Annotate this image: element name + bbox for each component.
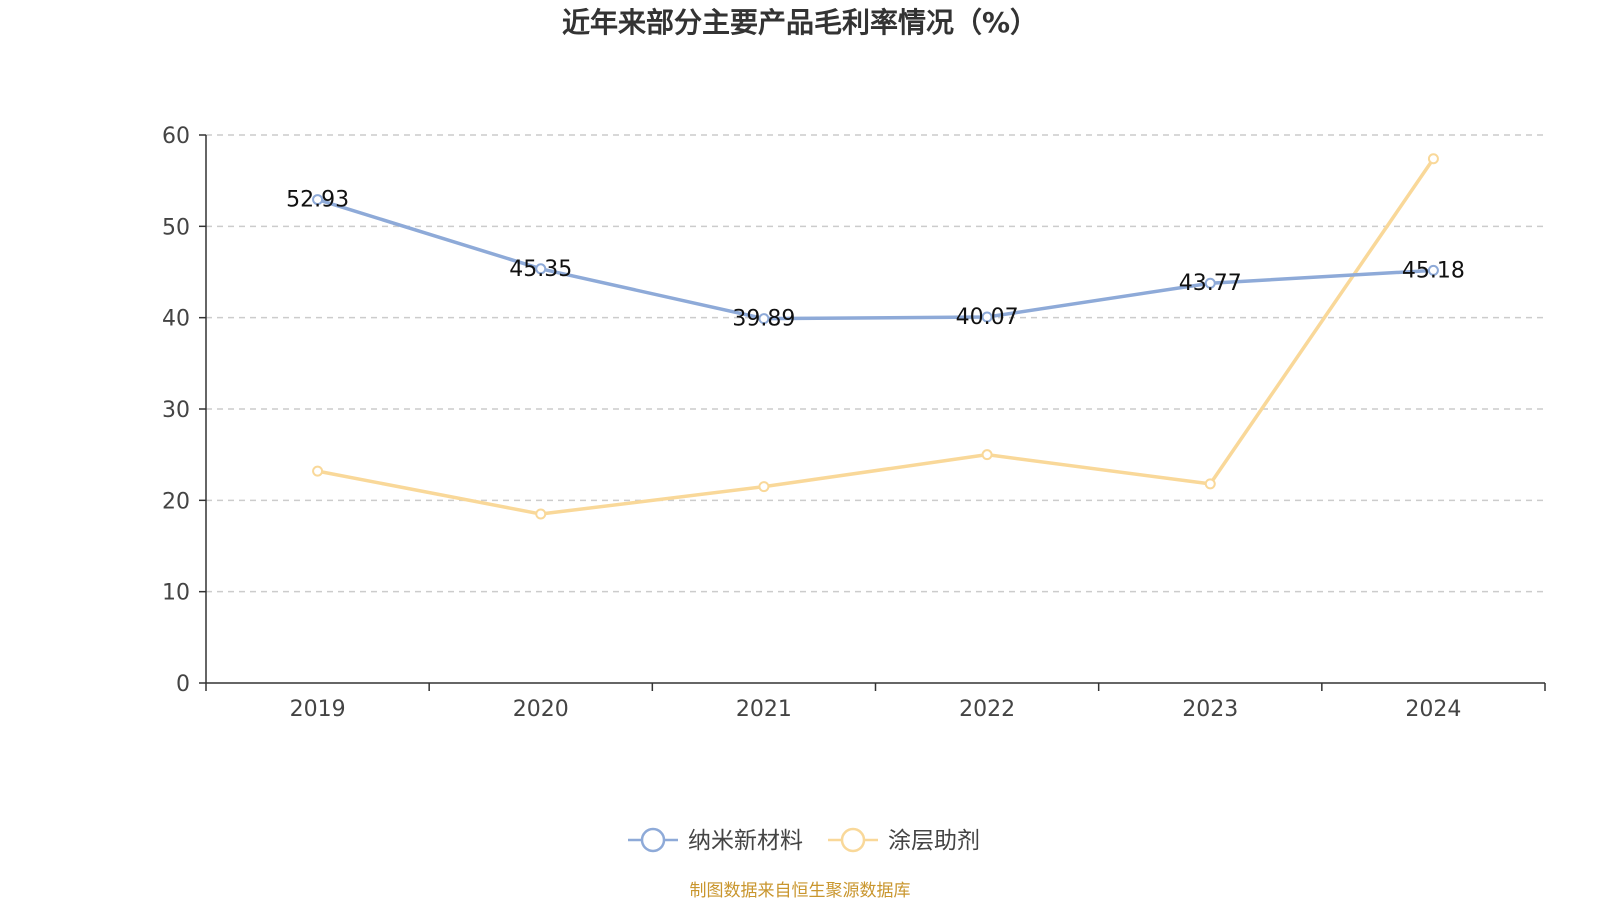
data-point (758, 313, 770, 325)
x-tick-label: 2021 (736, 697, 792, 722)
data-point (1204, 478, 1216, 490)
legend-label: 涂层助剂 (888, 828, 980, 854)
data-point (312, 465, 324, 477)
data-point (1427, 153, 1439, 165)
data-label: 45.35 (509, 257, 572, 282)
data-label: 40.07 (956, 305, 1019, 330)
data-labels: 52.93 45.35 39.89 40.07 43.77 45.18 (286, 188, 1465, 332)
y-tick-label: 60 (162, 124, 190, 149)
series-line-1 (317, 197, 1434, 321)
legend: 纳米新材料 涂层助剂 (628, 827, 980, 854)
data-point (1204, 277, 1216, 289)
x-tick-label: 2019 (290, 697, 346, 722)
chart-title: 近年来部分主要产品毛利率情况（%） (562, 6, 1038, 39)
y-tick-label: 20 (162, 489, 190, 514)
data-label: 45.18 (1402, 258, 1465, 283)
legend-marker (640, 827, 666, 853)
x-tick-label: 2024 (1405, 697, 1461, 722)
data-point (1427, 264, 1439, 276)
data-label: 43.77 (1179, 271, 1242, 296)
data-label: 52.93 (286, 188, 349, 213)
data-point (535, 508, 547, 520)
data-label: 39.89 (732, 307, 795, 332)
legend-label: 纳米新材料 (688, 828, 803, 854)
axes: 0 10 20 30 40 50 60 2019 2020 2021 2022 2023 2024 (162, 124, 1546, 722)
y-tick-label: 40 (162, 307, 190, 332)
series-layer (312, 153, 1439, 520)
y-tick-label: 0 (176, 672, 190, 697)
data-point (312, 194, 324, 206)
y-tick-label: 10 (162, 581, 190, 606)
legend-marker (840, 827, 866, 853)
data-point (758, 481, 770, 493)
y-tick-label: 30 (162, 398, 190, 423)
source-note: 制图数据来自恒生聚源数据库 (690, 881, 911, 900)
x-tick-label: 2023 (1182, 697, 1238, 722)
grid-lines (206, 134, 1545, 593)
data-point (981, 449, 993, 461)
data-point (535, 263, 547, 275)
x-tick-label: 2022 (959, 697, 1015, 722)
y-tick-label: 50 (162, 215, 190, 240)
x-tick-label: 2020 (513, 697, 569, 722)
data-point (981, 311, 993, 323)
series-line-2 (317, 157, 1435, 516)
